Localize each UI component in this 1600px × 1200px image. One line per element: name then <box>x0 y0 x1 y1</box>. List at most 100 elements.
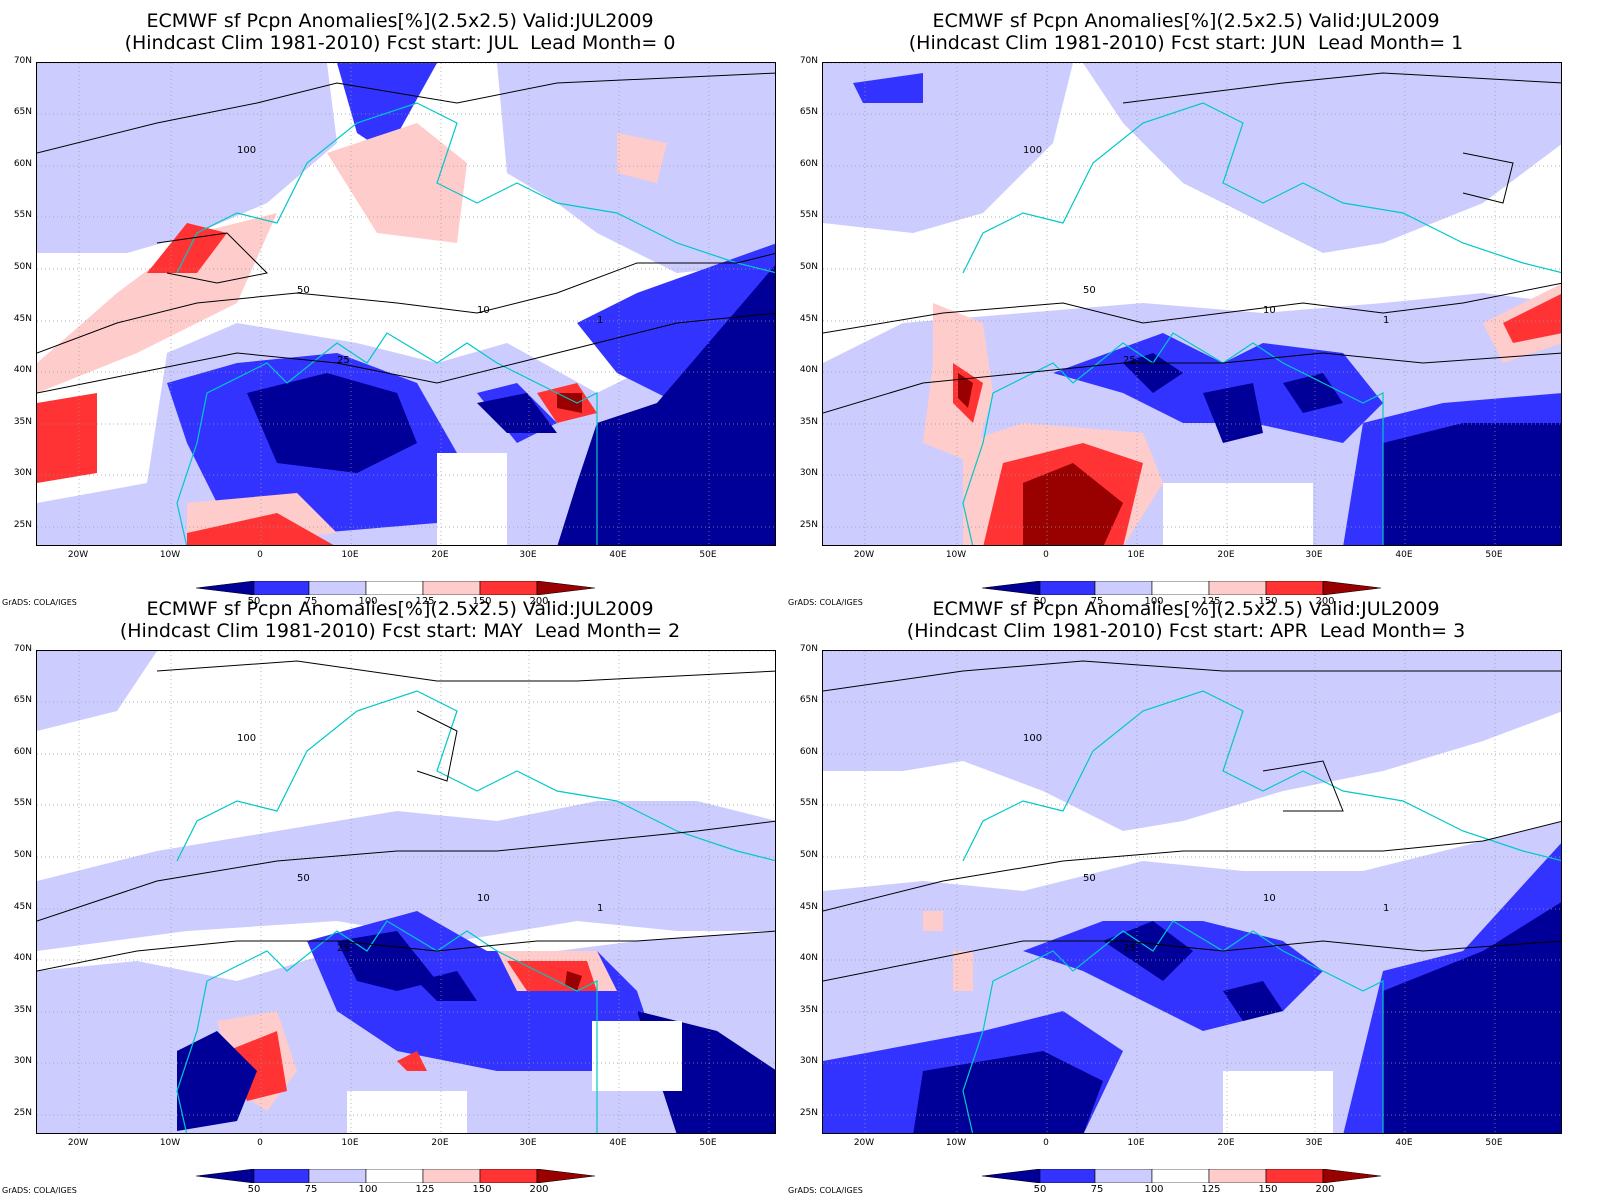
colorbar-label: 125 <box>1201 596 1221 607</box>
colorbar-swatch <box>1322 580 1382 596</box>
lat-tick-label: 40N <box>799 953 818 963</box>
anomaly-region <box>923 911 943 931</box>
anomaly-region <box>1283 373 1343 413</box>
contour-line <box>823 940 1561 982</box>
colorbar-label: 150 <box>472 1184 492 1195</box>
lat-tick-label: 25N <box>799 520 818 530</box>
contour-line <box>823 660 1561 692</box>
contour-line <box>156 232 269 284</box>
coastline <box>962 920 1384 1133</box>
anomaly-region <box>37 393 97 483</box>
coastline <box>962 690 1561 862</box>
contour-label: 10 <box>477 893 490 904</box>
map-panel-0: ECMWF sf Pcpn Anomalies[%](2.5x2.5) Vali… <box>0 0 800 607</box>
lon-tick-label: 20E <box>431 1138 449 1148</box>
colorbar-swatch <box>1322 1168 1382 1184</box>
colorbar-swatch <box>308 1168 367 1184</box>
lon-tick-label: 20E <box>1217 1138 1235 1148</box>
map-panel-1: ECMWF sf Pcpn Anomalies[%](2.5x2.5) Vali… <box>786 0 1586 607</box>
anomaly-region <box>1503 294 1561 343</box>
lon-tick-label: 10E <box>341 550 359 560</box>
colorbar <box>195 1168 596 1187</box>
lat-tick-label: 60N <box>13 747 32 757</box>
lat-tick-label: 35N <box>13 1005 32 1015</box>
anomaly-map-canvas: 100 50 25 10 1 <box>37 651 775 1133</box>
contour-label: 1 <box>597 903 603 914</box>
colorbar-label: 100 <box>1144 1184 1164 1195</box>
anomaly-region <box>1083 63 1561 253</box>
colorbar-swatch <box>195 1168 255 1184</box>
lat-tick-label: 55N <box>13 210 32 220</box>
map-panel-3: ECMWF sf Pcpn Anomalies[%](2.5x2.5) Vali… <box>786 588 1586 1195</box>
lon-tick-label: 10E <box>1127 550 1145 560</box>
panel-title-line2: (Hindcast Clim 1981-2010) Fcst start: JU… <box>124 32 676 54</box>
lat-tick-label: 40N <box>799 365 818 375</box>
lat-tick-label: 30N <box>13 468 32 478</box>
contour-line <box>37 312 775 394</box>
lon-tick-label: 0 <box>257 550 263 560</box>
contour-label: 50 <box>297 873 310 884</box>
contour-line <box>37 72 775 154</box>
contour-line <box>1122 72 1561 104</box>
lon-tick-label: 20W <box>853 1138 875 1148</box>
colorbar-label: 50 <box>247 1184 261 1195</box>
lat-tick-label: 60N <box>799 747 818 757</box>
anomaly-region <box>592 1021 682 1091</box>
anomaly-region <box>557 393 582 413</box>
contour-line <box>156 660 775 682</box>
panel-title-line2: (Hindcast Clim 1981-2010) Fcst start: JU… <box>908 32 1464 54</box>
contour-line <box>416 710 458 782</box>
anomaly-region <box>37 801 775 951</box>
lat-tick-label: 25N <box>13 1108 32 1118</box>
contour-line <box>823 820 1561 912</box>
coastline <box>962 102 1561 274</box>
lat-tick-label: 50N <box>799 262 818 272</box>
contour-line <box>1262 760 1344 812</box>
lon-tick-label: 30E <box>519 550 537 560</box>
anomaly-map-canvas: 100 50 25 10 1 <box>823 63 1561 545</box>
anomaly-region <box>953 951 973 991</box>
coastline <box>176 690 775 862</box>
colorbar-label: 200 <box>529 1184 549 1195</box>
lat-tick-label: 60N <box>799 159 818 169</box>
lat-tick-label: 25N <box>799 1108 818 1118</box>
colorbar-label: 75 <box>304 596 318 607</box>
lat-tick-label: 55N <box>13 798 32 808</box>
colorbar-label: 100 <box>358 596 378 607</box>
lon-tick-label: 0 <box>1043 550 1049 560</box>
contour-label: 50 <box>1083 873 1096 884</box>
anomaly-region <box>1383 902 1561 1133</box>
panel-title-line1: ECMWF sf Pcpn Anomalies[%](2.5x2.5) Vali… <box>146 10 654 32</box>
contour-label: 25 <box>1123 943 1136 954</box>
anomaly-region <box>187 513 334 545</box>
colorbar <box>981 580 1382 599</box>
anomaly-region <box>1223 1071 1333 1133</box>
colorbar-label: 200 <box>529 596 549 607</box>
anomaly-region <box>1203 383 1263 443</box>
colorbar-swatch <box>1039 1168 1096 1184</box>
panel-title-line1: ECMWF sf Pcpn Anomalies[%](2.5x2.5) Vali… <box>932 10 1440 32</box>
contour-label: 25 <box>337 943 350 954</box>
colorbar-label: 150 <box>472 596 492 607</box>
contour-label: 100 <box>1023 145 1042 156</box>
anomaly-region <box>37 651 157 731</box>
anomaly-region <box>477 393 557 433</box>
lat-tick-label: 30N <box>799 1056 818 1066</box>
colorbar-swatch <box>1094 1168 1153 1184</box>
lon-tick-label: 40E <box>609 550 627 560</box>
anomaly-region <box>397 1051 427 1071</box>
colorbar-label: 50 <box>1033 1184 1047 1195</box>
contour-label: 10 <box>1263 893 1276 904</box>
contour-line <box>37 820 775 922</box>
colorbar-label: 50 <box>1033 596 1047 607</box>
panel-title-line1: ECMWF sf Pcpn Anomalies[%](2.5x2.5) Vali… <box>932 598 1440 620</box>
anomaly-region <box>1223 981 1283 1021</box>
lat-tick-label: 55N <box>799 798 818 808</box>
lat-tick-label: 30N <box>799 468 818 478</box>
contour-line <box>37 930 775 972</box>
panel-title-line1: ECMWF sf Pcpn Anomalies[%](2.5x2.5) Vali… <box>146 598 654 620</box>
contour-label: 1 <box>1383 315 1389 326</box>
anomaly-region <box>37 213 277 393</box>
colorbar-swatch <box>1151 1168 1210 1184</box>
lat-tick-label: 50N <box>13 850 32 860</box>
